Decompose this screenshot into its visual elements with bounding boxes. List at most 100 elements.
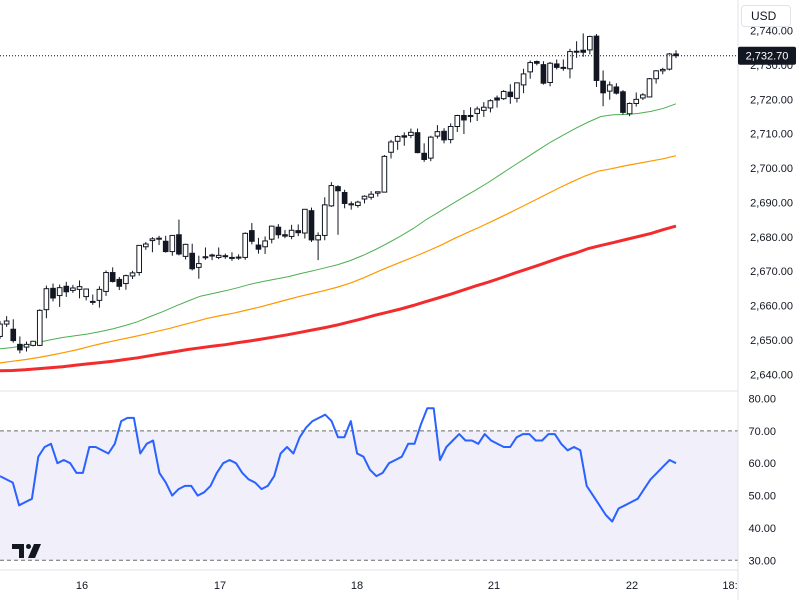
candle-body-up [136, 244, 142, 274]
candle [633, 92, 640, 107]
candle [30, 340, 36, 347]
candle [381, 155, 388, 193]
candle-body-down [282, 234, 288, 237]
time-tick-label: 16 [76, 580, 88, 592]
candle [560, 59, 567, 71]
candle-body-up [500, 90, 507, 100]
candle-body-down [109, 272, 116, 282]
candle-body-up [156, 237, 162, 240]
candle-body-up [547, 62, 553, 84]
candle [169, 234, 176, 256]
candle-body-up [355, 201, 361, 207]
candle [480, 102, 487, 117]
rsi-axis[interactable]: 80.00 70.00 60.00 50.00 40.00 30.00 [748, 393, 776, 567]
ma-line-1 [0, 103, 677, 350]
candle [288, 224, 295, 240]
candle-body-up [182, 243, 189, 257]
price-tick-label: 2,660.00 [750, 301, 793, 313]
candle [341, 189, 348, 209]
candle-body-up [315, 234, 321, 241]
candle-body-down [600, 80, 606, 94]
rsi-tick-label: 70.00 [748, 426, 776, 438]
candle-body-up [374, 191, 381, 194]
candle-body-down [494, 97, 500, 101]
candle [142, 241, 149, 250]
candle-body-up [0, 323, 3, 337]
candle [76, 280, 83, 299]
candle-body-up [202, 256, 209, 259]
price-tick-label: 2,680.00 [750, 232, 793, 244]
candle [262, 236, 268, 254]
candle-body-up [606, 84, 613, 92]
candle [89, 294, 96, 305]
candle-body-up [96, 288, 103, 301]
last-price-tag: 2,732.70 [738, 46, 796, 65]
candle-body-up [408, 131, 414, 136]
candle-body-up [394, 135, 401, 142]
candle [408, 128, 414, 139]
candle-body-down [507, 91, 514, 98]
candle [355, 200, 361, 208]
candle [222, 253, 229, 259]
candle-body-down [255, 244, 262, 250]
moving-averages [0, 103, 677, 373]
candle [176, 219, 182, 256]
candle-body-up [43, 288, 50, 311]
candle-body-up [209, 254, 215, 257]
candle [215, 247, 222, 260]
candle-body-up [368, 193, 374, 198]
candle [374, 191, 381, 197]
candle-body-up [361, 195, 368, 200]
candle-body-up [447, 125, 454, 141]
rsi-tick-label: 60.00 [748, 458, 776, 470]
rsi-tick-label: 50.00 [748, 491, 776, 503]
price-tick-label: 2,670.00 [750, 266, 793, 278]
candle [196, 255, 202, 279]
rsi-tick-label: 30.00 [748, 555, 776, 567]
candle-body-up [626, 102, 633, 115]
candle-body-up [235, 256, 242, 259]
currency-selector[interactable]: USD [741, 5, 791, 27]
candle [189, 243, 196, 271]
time-axis[interactable]: 16 17 18 21 22 18: [76, 580, 738, 592]
candle [275, 224, 282, 239]
price-axis[interactable]: 2,740.002,730.002,720.002,710.002,700.00… [750, 26, 793, 382]
candle-body-down [613, 86, 620, 94]
candle [0, 320, 3, 339]
candle [23, 341, 30, 352]
candle-body-down [620, 91, 626, 113]
candle [421, 143, 427, 162]
candle [202, 247, 209, 260]
candle [235, 254, 242, 260]
price-tick-label: 2,740.00 [750, 26, 793, 38]
candle-body-up [480, 106, 487, 111]
candle-body-up [467, 114, 474, 118]
candle [580, 33, 587, 57]
candle-body-down [295, 230, 302, 234]
candle [553, 59, 560, 70]
candle-body-up [381, 155, 388, 193]
candle [659, 67, 666, 75]
candle [149, 237, 156, 253]
candle [447, 123, 454, 144]
candle-body-up [129, 272, 136, 277]
candle-body-up [573, 50, 580, 53]
time-tick-label: 17 [214, 580, 226, 592]
candle [441, 128, 447, 144]
candle-body-down [341, 191, 348, 204]
candle-body-up [388, 141, 394, 153]
candle-body-down [176, 234, 182, 255]
price-tick-label: 2,690.00 [750, 197, 793, 209]
candle [620, 90, 626, 115]
candle-body-up [666, 53, 673, 70]
ma-line-2 [0, 155, 677, 364]
candle-body-down [421, 152, 427, 160]
candle [547, 61, 553, 87]
candle-body-up [142, 243, 149, 248]
candle [348, 201, 355, 210]
candle-body-up [567, 51, 573, 70]
candle [308, 207, 315, 242]
candle-body-down [249, 230, 255, 242]
candle-body-up [103, 272, 109, 292]
